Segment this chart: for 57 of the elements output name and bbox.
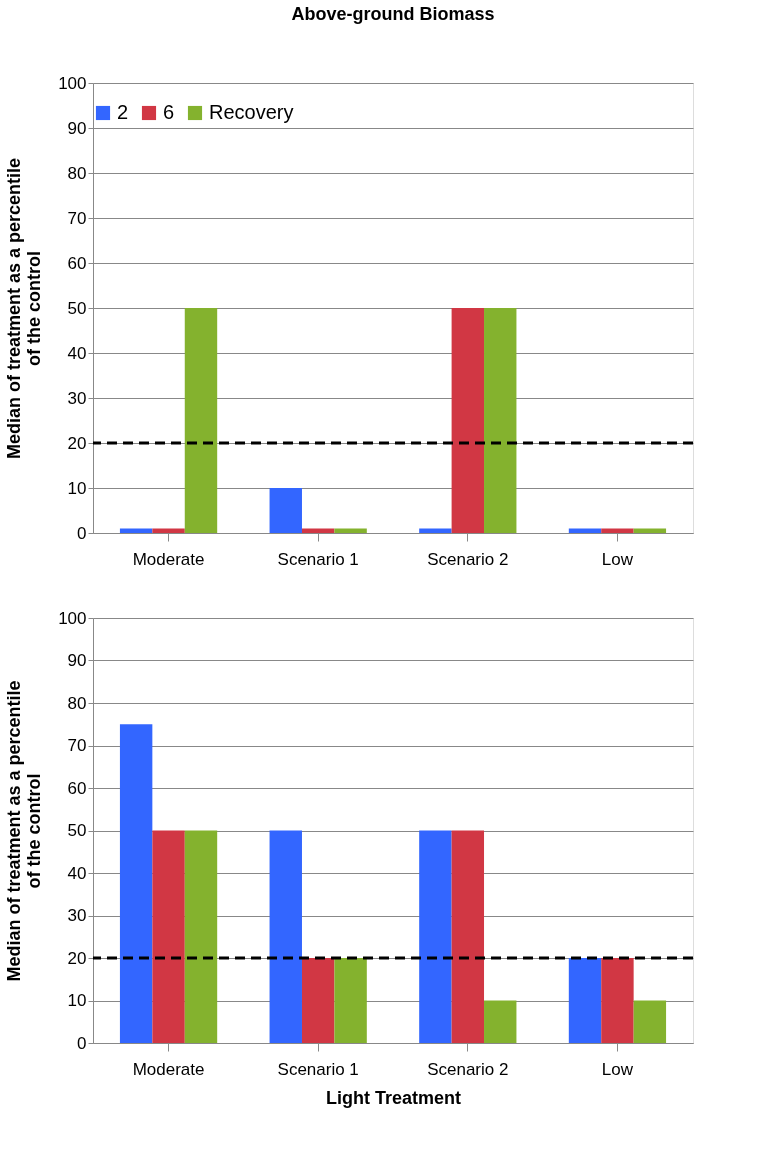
bar	[184, 830, 218, 1043]
y-tick-label: 10	[67, 478, 87, 498]
y-axis-title: Median of treatment as a percentile of the control	[4, 157, 45, 460]
x-axis-title: Light Treatment	[325, 1087, 462, 1108]
bar	[334, 958, 367, 1043]
bar	[419, 830, 452, 1043]
bar	[568, 958, 602, 1043]
bar	[152, 830, 185, 1043]
y-tick-label: 30	[67, 388, 87, 408]
bar	[451, 830, 485, 1043]
bar	[451, 308, 485, 533]
y-tick-label: 0	[77, 523, 87, 543]
y-tick-label: 30	[67, 906, 87, 925]
bar	[484, 1000, 517, 1043]
y-tick-label: 80	[67, 693, 87, 713]
y-tick-label: 100	[58, 608, 87, 628]
x-tick-label: Scenario 1	[277, 549, 359, 569]
y-tick-label: 50	[67, 821, 87, 840]
y-tick-label: 20	[67, 433, 87, 453]
y-tick-label: 60	[67, 778, 87, 798]
y-tick-label: 90	[67, 651, 87, 670]
x-tick-label: Moderate	[132, 1059, 205, 1079]
y-tick-label: 0	[77, 1033, 87, 1053]
legend-label: 6	[163, 101, 175, 123]
legend-label: Recovery	[209, 101, 294, 123]
bar	[633, 1000, 667, 1043]
bar	[269, 488, 302, 533]
y-tick-label: 80	[67, 163, 87, 183]
y-tick-label: 40	[67, 863, 87, 883]
bar	[334, 528, 367, 533]
x-tick-label: Scenario 2	[427, 549, 509, 569]
bar	[184, 308, 218, 533]
y-tick-label: 50	[67, 298, 87, 318]
y-tick-label: 10	[67, 991, 87, 1010]
y-tick-label: 70	[67, 736, 87, 755]
bar	[484, 308, 517, 533]
x-tick-label: Moderate	[132, 549, 205, 569]
y-tick-label: 60	[67, 253, 87, 273]
x-tick-label: Scenario 1	[277, 1059, 359, 1079]
legend-label: 2	[117, 101, 129, 123]
x-tick-label: Low	[601, 549, 634, 569]
bar	[152, 528, 185, 533]
y-tick-label: 100	[58, 73, 87, 93]
x-tick-label: Low	[601, 1059, 634, 1079]
y-tick-label: 70	[67, 208, 87, 228]
y-tick-label: 20	[67, 948, 87, 968]
chart-title: Above-ground Biomass	[291, 4, 495, 24]
bar	[119, 724, 153, 1043]
bar	[601, 528, 634, 533]
bar	[601, 958, 634, 1043]
bar	[301, 958, 335, 1043]
bar	[269, 830, 302, 1043]
y-tick-label: 40	[67, 343, 87, 363]
y-tick-label: 90	[67, 118, 87, 138]
x-tick-label: Scenario 2	[427, 1059, 509, 1079]
bar	[419, 528, 452, 533]
y-axis-title: Median of treatment as a percentile of the control	[4, 680, 45, 982]
